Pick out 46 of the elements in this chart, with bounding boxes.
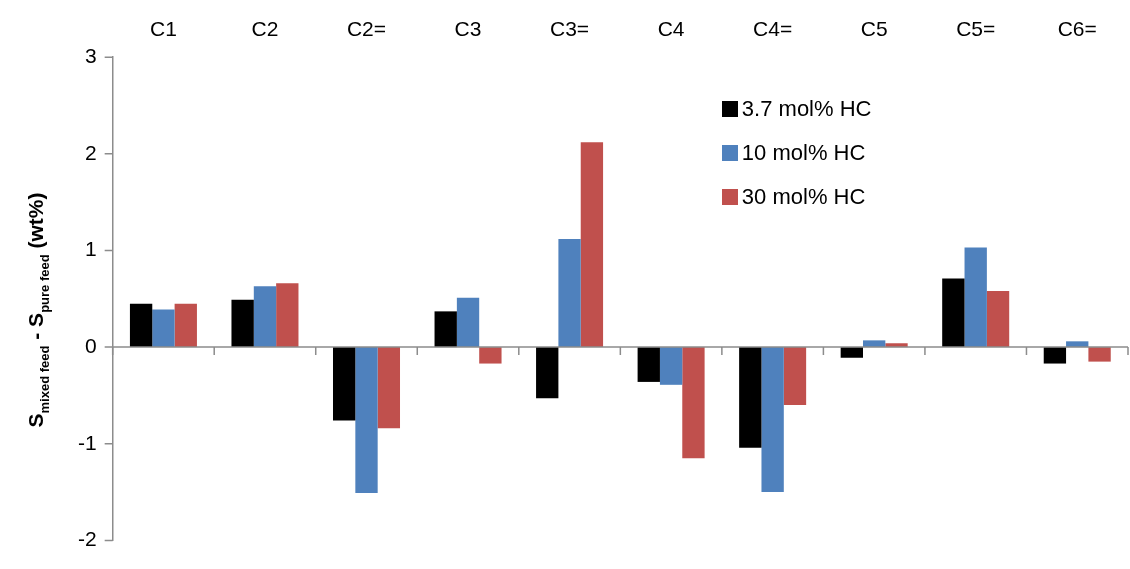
x-tick-label: C2=	[346, 17, 387, 41]
y-tick-label: -2	[77, 527, 97, 551]
y-tick-label: 3	[84, 44, 97, 67]
bar	[682, 347, 705, 459]
bar	[536, 347, 559, 399]
bar	[1043, 347, 1067, 364]
y-tick-label: 2	[84, 140, 97, 164]
legend-label: 10 mol% HC	[741, 140, 866, 167]
bar	[174, 303, 197, 348]
bar	[434, 311, 457, 348]
x-tick-label: C3	[454, 17, 482, 41]
bar	[377, 347, 401, 429]
bar	[558, 238, 581, 348]
bar	[129, 303, 153, 348]
x-tick-label: C3=	[550, 17, 590, 41]
bar	[783, 347, 807, 406]
bar	[479, 347, 502, 364]
y-tick-label: 0	[84, 333, 97, 357]
y-tick-label: -1	[77, 430, 97, 454]
bar	[152, 309, 175, 348]
bar	[456, 297, 480, 348]
x-tick-label: C6=	[1057, 17, 1097, 41]
bar	[276, 283, 299, 348]
bar	[253, 286, 277, 348]
y-tick-label: 1	[84, 237, 97, 261]
bar	[355, 347, 378, 494]
bar	[637, 347, 660, 382]
bar	[840, 347, 863, 358]
bar	[333, 347, 356, 421]
bar	[986, 291, 1010, 348]
legend-label: 30 mol% HC	[741, 184, 866, 211]
x-tick-label: C2	[251, 17, 279, 41]
bar	[739, 347, 762, 448]
bar	[231, 299, 254, 348]
x-tick-label: C5=	[956, 17, 996, 41]
x-tick-label: C1	[150, 17, 177, 41]
bar	[659, 347, 683, 385]
x-tick-label: C5	[860, 17, 888, 41]
bar	[580, 142, 604, 348]
bar	[964, 247, 987, 348]
bar	[942, 278, 965, 348]
x-tick-label: C4	[657, 17, 685, 41]
x-tick-label: C4=	[753, 17, 793, 41]
bar	[1088, 347, 1111, 362]
legend-label: 3.7 mol% HC	[741, 96, 872, 123]
bar	[761, 347, 784, 493]
